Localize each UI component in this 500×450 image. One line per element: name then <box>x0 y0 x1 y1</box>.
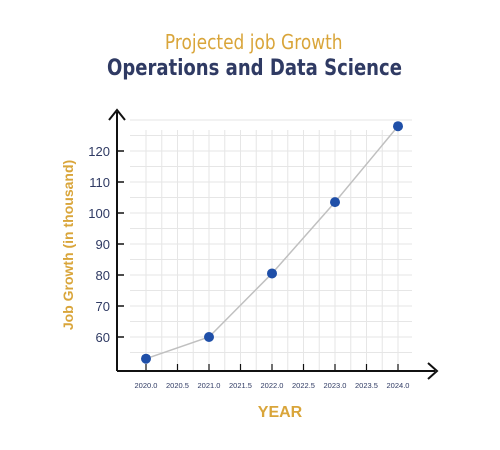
chart-subtitle: Operations and Data Science <box>107 56 402 81</box>
x-tick-label: 2020.5 <box>166 381 189 390</box>
x-tick-label: 2023.0 <box>324 381 347 390</box>
y-axis-arrow-icon <box>108 108 126 121</box>
data-point <box>204 332 214 342</box>
x-tick-label: 2024.0 <box>387 381 410 390</box>
data-point <box>141 353 151 364</box>
x-tick-label: 2020.0 <box>135 381 158 390</box>
x-tick-label: 2022.5 <box>292 381 315 390</box>
y-tick-label: 60 <box>96 330 110 345</box>
x-tick-label: 2021.5 <box>229 381 252 390</box>
y-tick-label: 80 <box>96 268 110 283</box>
data-point <box>267 268 277 279</box>
y-tick-label: 70 <box>96 299 110 314</box>
x-tick-label: 2022.0 <box>261 381 284 390</box>
data-point <box>330 197 340 208</box>
y-tick-label: 100 <box>88 206 110 221</box>
y-axis-title: Job Growth (in thousand) <box>60 159 76 331</box>
x-tick-label: 2023.5 <box>355 381 378 390</box>
data-point <box>393 121 403 132</box>
x-tick-label: 2021.0 <box>198 381 221 390</box>
y-tick-label: 110 <box>89 175 110 190</box>
y-tick-label: 120 <box>88 144 110 159</box>
x-axis-title: YEAR <box>257 404 303 421</box>
x-axis-arrow-icon <box>427 362 439 380</box>
y-tick-label: 90 <box>96 237 110 252</box>
chart-title: Projected job Growth <box>164 30 343 54</box>
